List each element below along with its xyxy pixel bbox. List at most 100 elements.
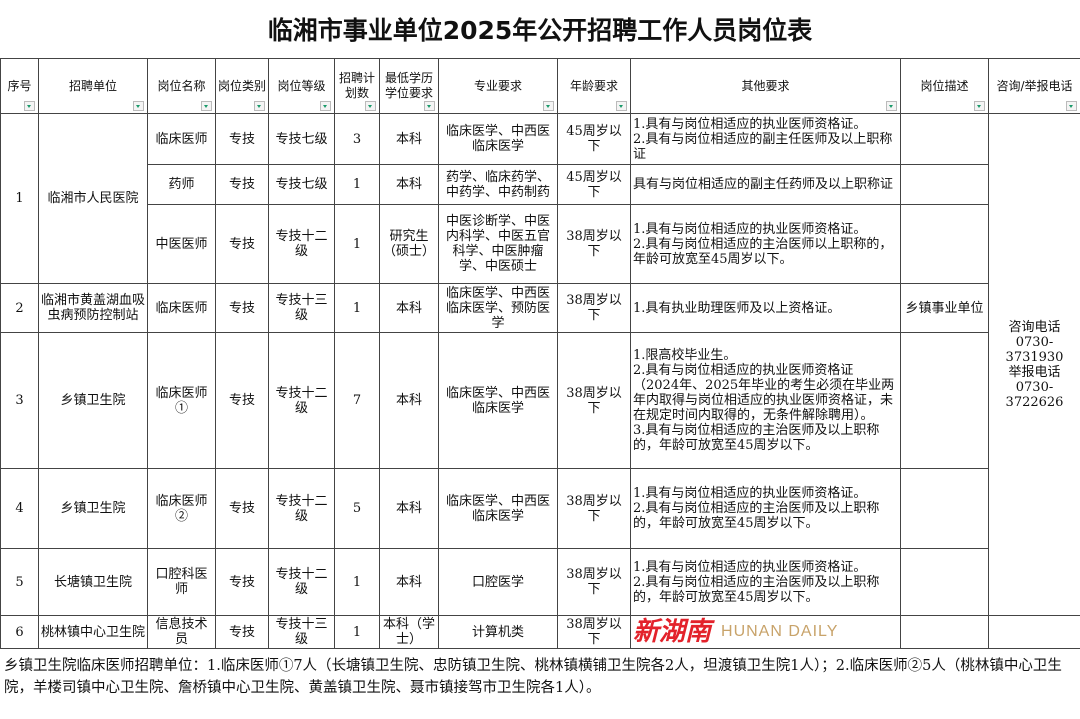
column-header-label: 岗位类别 xyxy=(218,78,267,93)
cell-count: 1 xyxy=(334,204,380,284)
cell-post: 临床医师 xyxy=(147,283,216,333)
cell-desc xyxy=(900,468,989,549)
filter-dropdown-icon[interactable] xyxy=(1066,101,1077,111)
table-row: 3 乡镇卫生院 临床医师① 专技 专技十二级 7 本科 临床医学、中西医临床医学 38周岁以下 1… xyxy=(0,332,1080,469)
column-header: 招聘单位 xyxy=(38,58,148,114)
cell-level: 专技七级 xyxy=(268,164,335,205)
cell-unit: 临湘市人民医院 xyxy=(38,113,148,284)
filter-dropdown-icon[interactable] xyxy=(320,101,331,111)
contact-line: 0730-3722626 xyxy=(1005,379,1064,410)
column-header: 岗位名称 xyxy=(147,58,216,114)
column-header: 年龄要求 xyxy=(557,58,631,114)
cell-count: 7 xyxy=(334,332,380,469)
cell-post: 临床医师① xyxy=(147,332,216,469)
cell-type: 专技 xyxy=(215,332,269,469)
cell-desc: 乡镇事业单位 xyxy=(900,283,989,333)
filter-dropdown-icon[interactable] xyxy=(974,101,985,111)
column-header: 岗位等级 xyxy=(268,58,335,114)
cell-major: 临床医学、中西医临床医学 xyxy=(438,468,558,549)
cell-count: 3 xyxy=(334,113,380,165)
cell-type: 专技 xyxy=(215,468,269,549)
cell-type: 专技 xyxy=(215,113,269,165)
watermark-logo-en: HUNAN DAILY xyxy=(721,623,839,640)
column-header-label: 最低学历学位要求 xyxy=(384,71,433,100)
filter-dropdown-icon[interactable] xyxy=(424,101,435,111)
column-header: 岗位类别 xyxy=(215,58,269,114)
page-title: 临湘市事业单位2025年公开招聘工作人员岗位表 xyxy=(267,16,813,45)
table-row: 1 临湘市人民医院 临床医师 专技 专技七级 3 本科 临床医学、中西医临床医学 45周岁以下 1… xyxy=(0,113,1080,616)
table-row: 药师 专技 专技七级 1 本科 药学、临床药学、中药学、中药制药 45周岁以下 具有与岗位相适… xyxy=(1,164,1080,205)
cell-other: 具有与岗位相适应的副主任药师及以上职称证 xyxy=(630,164,901,205)
cell-post: 临床医师② xyxy=(147,468,216,549)
cell-age: 38周岁以下 xyxy=(557,468,631,549)
cell-edu: 研究生（硕士） xyxy=(379,204,439,284)
cell-edu: 本科 xyxy=(379,113,439,165)
table-row: 中医医师 专技 专技十二级 1 研究生（硕士） 中医诊断学、中医内科学、中医五官科学、中医… xyxy=(1,204,1080,284)
filter-dropdown-icon[interactable] xyxy=(24,101,35,111)
column-header-label: 招聘计划数 xyxy=(338,71,375,100)
column-header: 专业要求 xyxy=(438,58,558,114)
column-header-label: 岗位名称 xyxy=(157,78,206,93)
contact-line: 举报电话 xyxy=(1008,364,1061,380)
cell-post: 信息技术员 xyxy=(147,615,216,649)
cell-contact xyxy=(988,615,1080,649)
footnote: 乡镇卫生院临床医师招聘单位：1.临床医师①7人（长塘镇卫生院、忠防镇卫生院、桃林… xyxy=(4,658,1062,696)
contact-line: 0730-3731930 xyxy=(1005,334,1064,365)
column-header-label: 年龄要求 xyxy=(569,78,618,93)
cell-unit: 桃林镇中心卫生院 xyxy=(38,615,148,649)
cell-type: 专技 xyxy=(215,204,269,284)
watermark-logo-cn: 新湖南 xyxy=(633,617,712,647)
cell-desc xyxy=(900,332,989,469)
filter-dropdown-icon[interactable] xyxy=(543,101,554,111)
column-header-label: 岗位等级 xyxy=(277,78,326,93)
cell-level: 专技十三级 xyxy=(268,283,335,333)
cell-post: 口腔科医师 xyxy=(147,548,216,616)
cell-no: 5 xyxy=(0,548,39,616)
cell-no: 6 xyxy=(0,615,39,649)
cell-major: 口腔医学 xyxy=(438,548,558,616)
cell-level: 专技十二级 xyxy=(268,332,335,469)
cell-type: 专技 xyxy=(215,615,269,649)
cell-level: 专技十二级 xyxy=(268,548,335,616)
cell-no: 4 xyxy=(0,468,39,549)
cell-other: 新湖南 HUNAN DAILY xyxy=(630,615,901,649)
cell-desc xyxy=(900,615,989,649)
column-header: 最低学历学位要求 xyxy=(379,58,439,114)
cell-major: 临床医学、中西医临床医学 xyxy=(438,332,558,469)
filter-dropdown-icon[interactable] xyxy=(886,101,897,111)
column-header-label: 咨询/举报电话 xyxy=(996,78,1073,93)
cell-post: 临床医师 xyxy=(147,113,216,165)
filter-dropdown-icon[interactable] xyxy=(365,101,376,111)
recruitment-table: 序号 招聘单位 岗位名称 岗位类别 岗位等级 招聘计划数 最低学历学位要求 专业要求 年龄要求 其… xyxy=(0,58,1080,649)
cell-edu: 本科 xyxy=(379,164,439,205)
cell-age: 38周岁以下 xyxy=(557,332,631,469)
cell-age: 38周岁以下 xyxy=(557,283,631,333)
cell-age: 38周岁以下 xyxy=(557,204,631,284)
cell-other: 1.具有与岗位相适应的执业医师资格证。 2.具有与岗位相适应的主治医师以上职称的… xyxy=(630,204,901,284)
contact-cell: 咨询电话 0730-3731930 举报电话 0730-3722626 xyxy=(988,113,1080,616)
cell-count: 1 xyxy=(334,283,380,333)
filter-dropdown-icon[interactable] xyxy=(133,101,144,111)
cell-level: 专技十三级 xyxy=(268,615,335,649)
cell-post: 药师 xyxy=(147,164,216,205)
cell-desc xyxy=(900,113,989,165)
cell-edu: 本科 xyxy=(379,332,439,469)
table-row: 5 长塘镇卫生院 口腔科医师 专技 专技十二级 1 本科 口腔医学 38周岁以下 1.具有与岗位相… xyxy=(0,548,1080,616)
cell-unit: 临湘市黄盖湖血吸虫病预防控制站 xyxy=(38,283,148,333)
filter-dropdown-icon[interactable] xyxy=(616,101,627,111)
contact-line: 咨询电话 xyxy=(1008,319,1061,335)
cell-type: 专技 xyxy=(215,548,269,616)
column-header: 招聘计划数 xyxy=(334,58,380,114)
column-header: 其他要求 xyxy=(630,58,901,114)
cell-no: 3 xyxy=(0,332,39,469)
cell-other: 1.具有执业助理医师及以上资格证。 xyxy=(630,283,901,333)
cell-desc xyxy=(900,164,989,205)
filter-dropdown-icon[interactable] xyxy=(201,101,212,111)
cell-count: 1 xyxy=(334,548,380,616)
cell-count: 5 xyxy=(334,468,380,549)
cell-age: 38周岁以下 xyxy=(557,615,631,649)
cell-major: 计算机类 xyxy=(438,615,558,649)
cell-unit: 长塘镇卫生院 xyxy=(38,548,148,616)
filter-dropdown-icon[interactable] xyxy=(254,101,265,111)
column-header-label: 序号 xyxy=(7,78,32,93)
